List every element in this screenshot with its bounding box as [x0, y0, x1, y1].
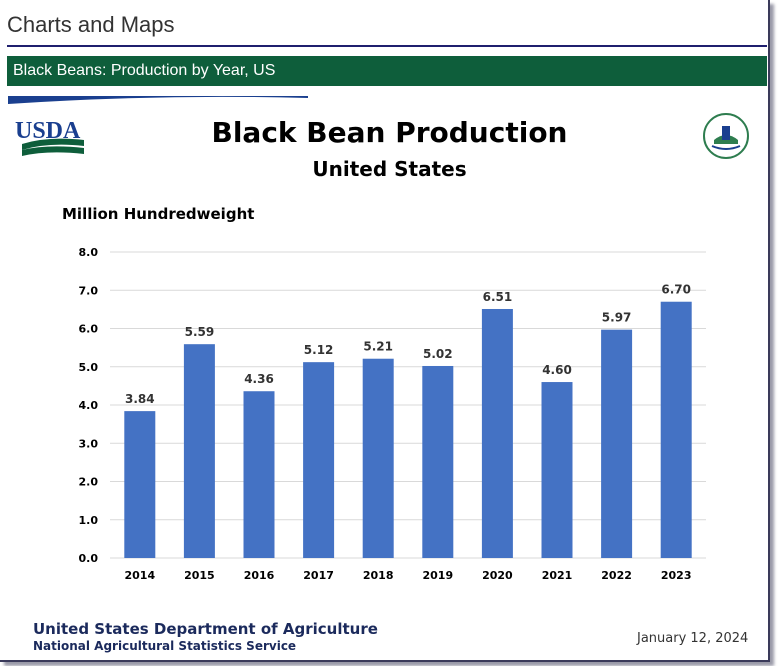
- data-label: 4.60: [542, 363, 572, 377]
- bar: [303, 362, 335, 558]
- data-label: 6.70: [661, 283, 691, 297]
- x-tick-label: 2023: [661, 569, 692, 582]
- title-divider: [7, 45, 767, 47]
- x-tick-label: 2017: [303, 569, 334, 582]
- chart-banner: Black Beans: Production by Year, US: [7, 56, 767, 86]
- footer-date: January 12, 2024: [637, 631, 749, 646]
- x-tick-label: 2022: [601, 569, 632, 582]
- usda-logo: [8, 96, 308, 156]
- bar: [481, 308, 513, 558]
- y-tick-label: 1.0: [79, 514, 99, 527]
- bar: [362, 358, 394, 558]
- bar: [660, 301, 692, 558]
- data-label: 6.51: [483, 290, 513, 304]
- data-label: 3.84: [125, 392, 155, 406]
- bar: [183, 344, 215, 558]
- data-label: 5.97: [602, 311, 632, 325]
- data-label: 4.36: [244, 372, 274, 386]
- x-tick-label: 2015: [184, 569, 215, 582]
- data-label: 5.21: [363, 340, 393, 354]
- bar: [243, 391, 275, 558]
- x-tick-label: 2014: [124, 569, 155, 582]
- footer-org: United States Department of Agriculture: [33, 620, 378, 638]
- usda-logo-text: USDA: [15, 118, 81, 144]
- x-tick-label: 2019: [422, 569, 453, 582]
- y-tick-label: 0.0: [79, 552, 99, 565]
- y-tick-label: 6.0: [79, 323, 99, 336]
- y-tick-label: 7.0: [79, 284, 99, 297]
- chart-subtitle: United States: [312, 157, 467, 181]
- x-tick-label: 2021: [542, 569, 573, 582]
- y-tick-label: 8.0: [79, 246, 99, 259]
- y-tick-label: 3.0: [79, 437, 99, 450]
- bar: [422, 365, 454, 558]
- bar: [601, 329, 633, 558]
- y-tick-label: 5.0: [79, 361, 99, 374]
- bar: [541, 382, 573, 558]
- x-tick-label: 2018: [363, 569, 394, 582]
- x-tick-label: 2020: [482, 569, 513, 582]
- data-label: 5.59: [185, 325, 215, 339]
- x-tick-label: 2016: [244, 569, 275, 582]
- agriculture-counts-logo-icon: [703, 113, 749, 159]
- data-label: 5.12: [304, 343, 334, 357]
- y-tick-label: 4.0: [79, 399, 99, 412]
- footer-sub: National Agricultural Statistics Service: [33, 639, 297, 653]
- y-tick-label: 2.0: [79, 476, 99, 489]
- y-axis-label: Million Hundredweight: [62, 205, 255, 223]
- bar: [124, 411, 156, 558]
- chart-title: Black Bean Production: [211, 116, 568, 149]
- page-title: Charts and Maps: [7, 12, 175, 37]
- data-label: 5.02: [423, 347, 453, 361]
- bar-chart: 0.0 1.0 2.0 3.0 4.0 5.0 6.0 7.0 8.0 3.84 2014 5.59 2…: [79, 246, 706, 582]
